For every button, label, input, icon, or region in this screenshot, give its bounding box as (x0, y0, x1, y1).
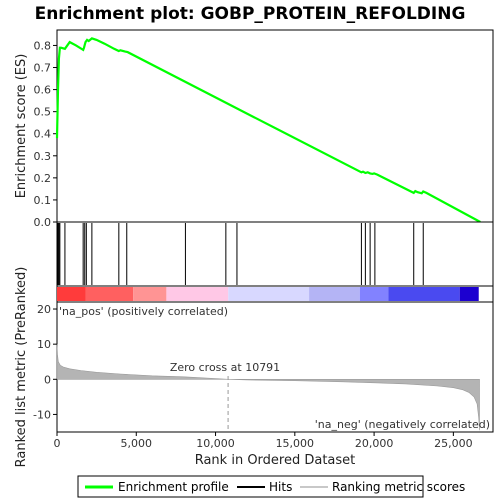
x-tick-label: 25,000 (434, 437, 473, 450)
metric-y-tick-label: -10 (33, 408, 51, 421)
legend-label-enrichment: Enrichment profile (118, 480, 229, 494)
es-y-tick-label: 0.5 (34, 106, 52, 119)
x-tick-label: 15,000 (276, 437, 315, 450)
ranking-metric-fill (56, 344, 480, 431)
es-panel: 0.0 0.1 0.2 0.3 0.4 0.5 0.6 0.7 0.8 Enrichment s… (14, 29, 494, 229)
chart-title: Enrichment plot: GOBP_PROTEIN_REFOLDING (35, 4, 466, 24)
legend: Enrichment profile Hits Ranking metric s… (77, 475, 465, 498)
es-y-ticks: 0.0 0.1 0.2 0.3 0.4 0.5 0.6 0.7 0.8 (34, 39, 57, 229)
es-y-tick-label: 0.8 (34, 39, 52, 52)
es-y-tick-label: 0.3 (34, 150, 52, 163)
es-y-tick-label: 0.4 (34, 128, 52, 141)
es-y-axis-label: Enrichment score (ES) (14, 54, 29, 199)
enrichment-profile-line (55, 37, 481, 223)
metric-y-tick-label: 20 (37, 303, 51, 316)
zero-cross-label: Zero cross at 10791 (170, 361, 280, 374)
x-tick-label: 0 (54, 437, 61, 450)
es-y-tick-label: 0.0 (34, 216, 52, 229)
enrichment-profile-polyline (55, 37, 481, 223)
rank-color-bar (56, 285, 494, 303)
legend-label-metric: Ranking metric scores (332, 480, 465, 494)
es-y-tick-label: 0.2 (34, 172, 52, 185)
es-panel-frame (56, 29, 494, 223)
metric-x-ticks: 0 5,000 10,000 15,000 20,000 25,000 (54, 432, 473, 450)
rank-bar-segment (388, 287, 460, 301)
x-tick-label: 5,000 (121, 437, 153, 450)
rank-bar-segment (228, 287, 310, 301)
pos-correlated-label: 'na_pos' (positively correlated) (59, 305, 228, 318)
es-y-tick-label: 0.7 (34, 62, 52, 75)
rank-bar-segments (57, 287, 479, 301)
rank-bar-segment (57, 287, 86, 301)
rank-bar-segment (85, 287, 134, 301)
metric-y-tick-label: 0 (44, 373, 51, 386)
hits-panel (56, 221, 494, 287)
hit-marks (57, 223, 424, 285)
x-tick-label: 10,000 (196, 437, 235, 450)
neg-correlated-label: 'na_neg' (negatively correlated) (315, 418, 490, 431)
metric-y-ticks: 20 10 0 -10 (33, 303, 57, 421)
x-axis-label: Rank in Ordered Dataset (195, 453, 356, 468)
x-tick-label: 20,000 (355, 437, 394, 450)
es-y-tick-label: 0.1 (34, 194, 52, 207)
es-y-tick-label: 0.6 (34, 84, 52, 97)
rank-bar-segment (133, 287, 167, 301)
rank-bar-segment (309, 287, 360, 301)
legend-label-hits: Hits (269, 480, 292, 494)
metric-y-axis-label: Ranked list metric (PreRanked) (14, 267, 29, 468)
metric-y-tick-label: 10 (37, 338, 51, 351)
rank-bar-segment (459, 287, 479, 301)
rank-bar-segment (359, 287, 389, 301)
ranking-metric-area (56, 344, 480, 431)
metric-panel-frame (56, 301, 494, 433)
rank-bar-segment (166, 287, 229, 301)
hits-panel-frame (56, 221, 494, 287)
